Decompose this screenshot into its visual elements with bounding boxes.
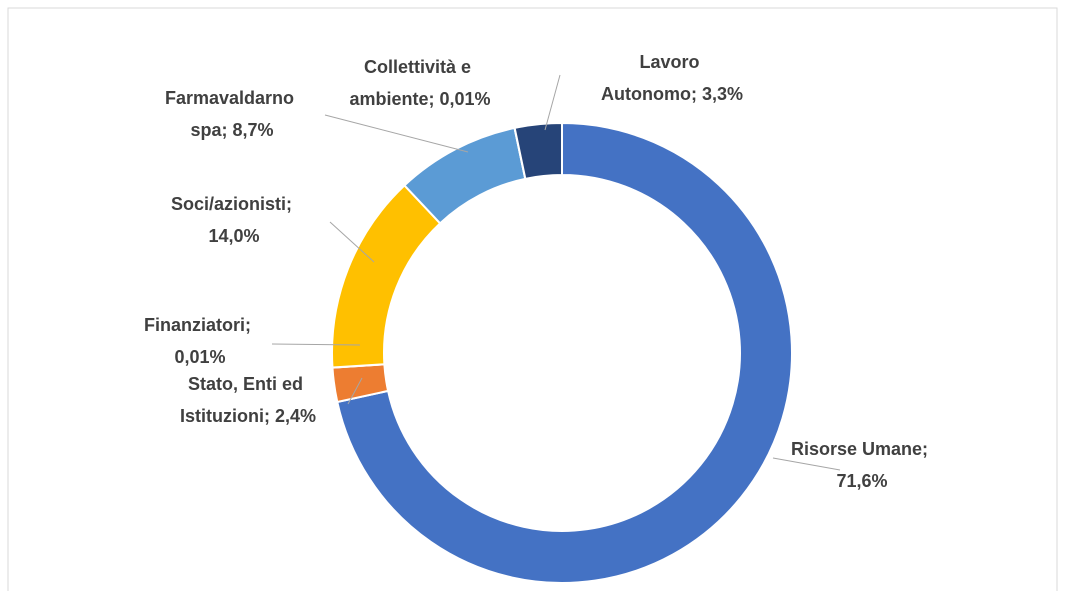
leader-line (324, 114, 469, 153)
label-line: Finanziatori; (144, 315, 256, 335)
leader-line (772, 457, 841, 471)
label-line: Farmavaldarno (165, 88, 299, 108)
leader-line (544, 74, 561, 131)
data-label: Farmavaldarno spa; 8,7% (165, 88, 299, 140)
data-label: Stato, Enti ed Istituzioni; 2,4% (180, 374, 316, 426)
label-line: Collettività e (364, 57, 476, 77)
label-line: spa; 8,7% (190, 120, 273, 140)
label-line: ambiente; 0,01% (349, 89, 490, 109)
label-line: Risorse Umane; (791, 439, 933, 459)
label-line: 0,01% (174, 347, 225, 367)
label-line: Istituzioni; 2,4% (180, 406, 316, 426)
label-line: Stato, Enti ed (188, 374, 308, 394)
data-label: Soci/azionisti; 14,0% (171, 194, 297, 246)
leader-line (347, 377, 363, 405)
label-line: Lavoro (639, 52, 704, 72)
label-line: 71,6% (836, 471, 887, 491)
leader-line (271, 343, 361, 346)
chart-frame (7, 7, 1058, 591)
donut-segment (331, 183, 442, 369)
label-line: Soci/azionisti; (171, 194, 297, 214)
label-line: 14,0% (208, 226, 259, 246)
donut-segment (336, 121, 793, 584)
data-label: Lavoro Autonomo; 3,3% (601, 52, 743, 104)
data-label: Collettività e ambiente; 0,01% (349, 57, 490, 109)
label-line: Autonomo; 3,3% (601, 84, 743, 104)
data-label: Finanziatori; 0,01% (144, 315, 256, 367)
data-label: Risorse Umane; 71,6% (791, 439, 933, 491)
donut-segment (513, 121, 563, 180)
leader-line (329, 221, 375, 263)
